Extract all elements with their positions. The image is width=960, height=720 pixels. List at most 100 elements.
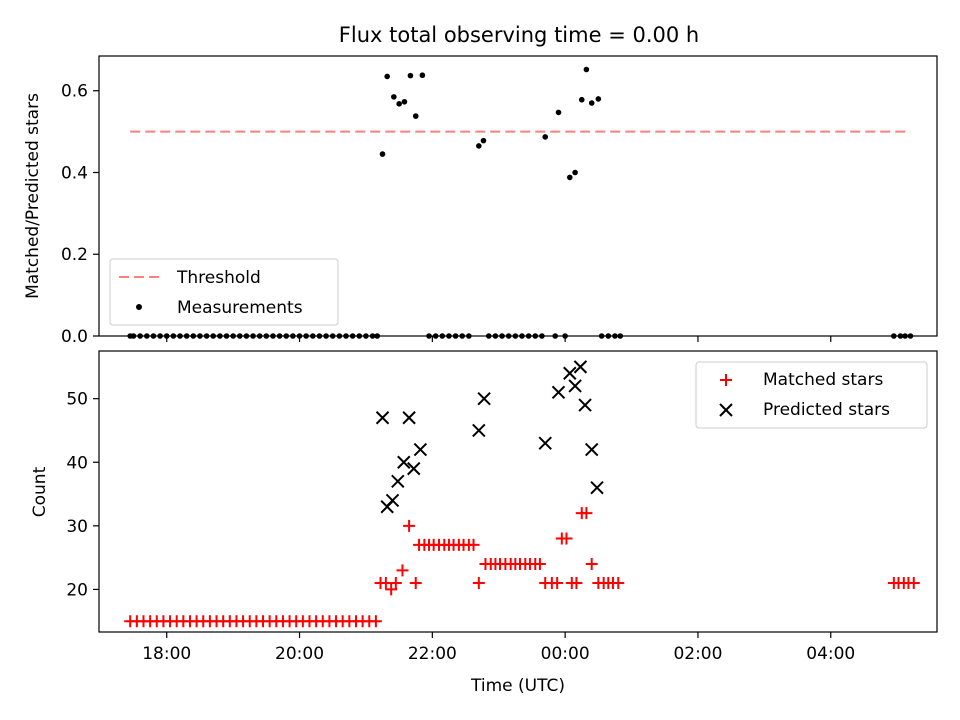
count-x-tick-label: 22:00 (408, 644, 457, 664)
predicted-star-point (375, 411, 390, 425)
measurement-point (525, 333, 532, 339)
ratio-y-label: Matched/Predicted stars (23, 93, 43, 299)
count-y-tick-label: 40 (66, 453, 88, 473)
legend-measurements-swatch (136, 304, 142, 310)
matched-star-point (409, 577, 422, 590)
measurement-point (263, 333, 270, 339)
measurement-point (150, 333, 157, 339)
measurement-point (223, 333, 230, 339)
measurement-point (407, 72, 414, 79)
measurement-point (303, 333, 309, 339)
measurement-point (369, 333, 376, 339)
measurement-point (512, 333, 519, 339)
predicted-stars-series (375, 360, 604, 514)
measurement-point (401, 98, 408, 105)
measurement-point (396, 101, 402, 107)
ratio-legend-box (109, 258, 339, 326)
predicted-star-point (590, 480, 604, 495)
count-x-tick-label: 20:00 (275, 644, 324, 664)
ratio-legend: Threshold Measurements (109, 258, 339, 326)
predicted-star-point (477, 391, 491, 406)
measurement-point (391, 94, 397, 100)
predicted-star-point (538, 436, 552, 450)
count-x-axis: 18:00 20:00 22:00 00:00 02:00 04:00 (142, 632, 855, 664)
measurement-point (612, 333, 618, 339)
measurement-point (363, 333, 369, 339)
measurement-point (572, 169, 578, 176)
measurement-point (276, 333, 283, 339)
measurement-point (907, 333, 914, 339)
measurement-point (588, 100, 595, 106)
matched-star-point (551, 577, 564, 590)
measurement-point (203, 333, 210, 339)
measurement-point (270, 333, 276, 339)
measurement-point (310, 333, 316, 339)
x-axis-label: Time (UTC) (470, 676, 565, 696)
ratio-y-axis: 0.0 0.2 0.4 0.6 (61, 82, 99, 347)
measurement-point (578, 96, 585, 103)
measurement-point (256, 333, 263, 339)
count-x-tick-label: 18:00 (142, 644, 191, 664)
measurement-point (230, 333, 236, 339)
measurement-point (349, 333, 356, 339)
measurement-point (492, 333, 499, 339)
legend-matched-swatch (720, 374, 732, 386)
matched-star-point (403, 519, 416, 532)
count-x-tick-label: 04:00 (806, 644, 855, 664)
matched-star-point (580, 507, 593, 520)
measurement-point (902, 333, 908, 339)
predicted-star-point (578, 398, 592, 412)
measurement-point (480, 137, 487, 144)
measurement-point (598, 333, 605, 339)
measurement-point (532, 333, 539, 339)
measurement-point (466, 333, 472, 339)
ratio-y-tick-label: 0.0 (61, 327, 88, 347)
measurement-point (519, 333, 525, 339)
predicted-star-point (407, 461, 421, 476)
matched-star-point (369, 615, 382, 628)
measurement-point (329, 333, 336, 339)
count-x-tick-label: 02:00 (673, 644, 722, 664)
measurement-point (542, 134, 549, 140)
matched-stars-series (124, 507, 920, 628)
matched-star-point (467, 538, 480, 551)
measurement-point (243, 333, 250, 339)
predicted-star-point (472, 423, 486, 438)
measurement-point (499, 333, 505, 339)
measurement-point (617, 333, 624, 339)
legend-predicted-swatch (719, 403, 733, 417)
measurement-point (236, 333, 243, 339)
count-y-axis: 20 30 40 50 (66, 390, 99, 600)
measurement-point (595, 96, 602, 102)
matched-star-point (612, 577, 625, 590)
measurement-point (197, 333, 203, 339)
measurement-point (283, 333, 290, 339)
predicted-star-point (397, 455, 411, 469)
measurement-point (210, 333, 217, 339)
ratio-y-tick-label: 0.4 (61, 163, 88, 183)
measurement-point (190, 333, 197, 339)
predicted-star-point (563, 366, 577, 380)
matched-star-point (385, 583, 398, 596)
predicted-star-point (573, 360, 588, 374)
predicted-star-point (584, 442, 599, 457)
measurement-point (217, 333, 223, 339)
predicted-star-point (391, 474, 405, 489)
legend-measurements-label: Measurements (177, 298, 303, 318)
measurement-point (356, 333, 363, 339)
legend-predicted-label: Predicted stars (763, 400, 890, 420)
measurement-point (476, 143, 482, 149)
ratio-x-ticks (166, 336, 832, 342)
matched-star-point (389, 577, 402, 590)
count-x-tick-label: 00:00 (541, 644, 590, 664)
matched-star-point (560, 532, 573, 545)
measurement-point (384, 73, 390, 80)
measurement-point (336, 333, 343, 339)
count-y-tick-label: 30 (66, 517, 88, 537)
measurement-point (897, 333, 904, 339)
measurement-point (439, 333, 446, 339)
measurement-point (446, 333, 452, 339)
measurement-point (137, 333, 143, 339)
measurement-point (183, 333, 190, 339)
predicted-star-point (568, 379, 582, 393)
